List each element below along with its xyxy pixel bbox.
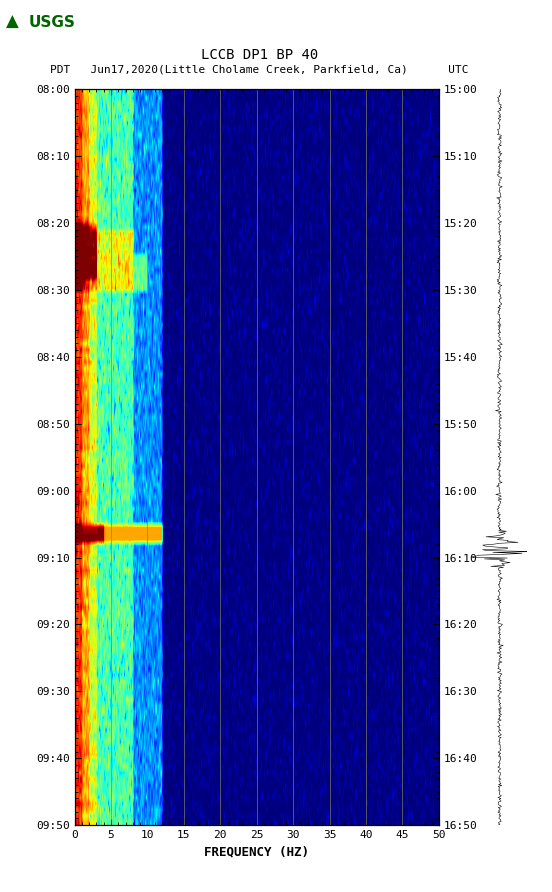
Text: USGS: USGS xyxy=(29,15,76,29)
Text: PDT   Jun17,2020(Little Cholame Creek, Parkfield, Ca)      UTC: PDT Jun17,2020(Little Cholame Creek, Par… xyxy=(50,64,469,75)
Text: LCCB DP1 BP 40: LCCB DP1 BP 40 xyxy=(201,48,318,62)
X-axis label: FREQUENCY (HZ): FREQUENCY (HZ) xyxy=(204,846,309,858)
Text: ▲: ▲ xyxy=(6,13,18,31)
